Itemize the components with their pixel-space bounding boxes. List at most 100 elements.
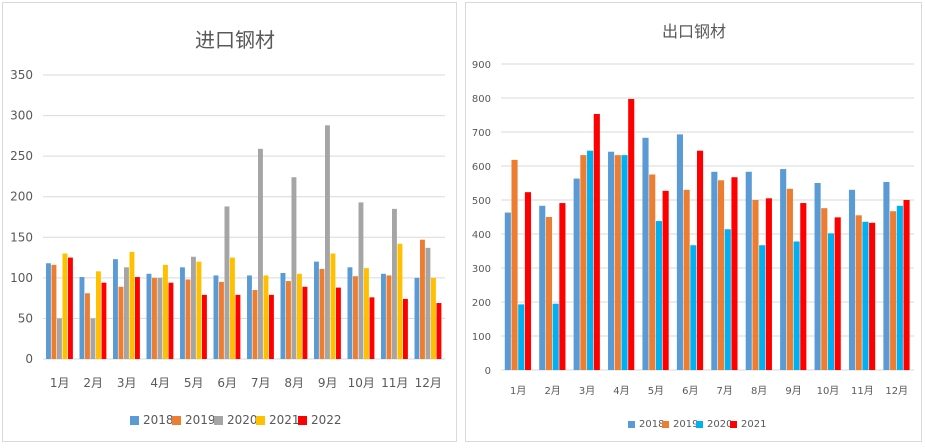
bar-2018-9 [314,261,319,359]
bar-2022-10 [369,297,375,359]
legend-swatch-2022 [298,416,307,425]
bar-2019-3 [118,286,124,359]
x-tick-label: 4月 [150,376,170,390]
bar-2020-3 [124,267,129,359]
bar-2022-8 [302,286,308,359]
bar-2019-4 [614,155,621,370]
bar-2018-11 [848,189,856,370]
bar-2019-1 [511,159,518,370]
export-steel-chart: 出口钢材 0 100 200 300 400 500 600 700 800 900 1月 2月 3月 4月… [472,22,914,430]
bar-2019-3 [580,155,587,370]
bar-2021-2 [95,271,101,359]
legend-label-2022: 2022 [311,413,342,427]
legend-label-2020: 2020 [707,419,732,430]
legend-swatch-2018 [628,421,635,428]
bar-2019-7 [717,180,725,370]
bar-2021-10 [363,268,369,359]
bar-2021-7 [263,275,269,359]
bar-2018-1 [504,212,511,370]
bar-2021-9 [800,203,807,370]
x-tick-label: 3月 [579,385,595,397]
bar-2021-7 [731,177,738,370]
bar-2018-11 [381,273,386,359]
import-steel-chart: 进口钢材 0 50 100 150 200 250 300 350 1月 2月 3月 4月 5月 6月 7月 8… [10,28,445,427]
bar-2020-2 [552,303,559,370]
bar-2018-8 [280,272,286,359]
bar-2020-8 [759,245,766,370]
import-steel-chart-panel: 进口钢材 0 50 100 150 200 250 300 350 1月 2月 3月 4月 5月 6月 7月 8… [2,2,457,442]
export-steel-chart-panel: 出口钢材 0 100 200 300 400 500 600 700 800 900 1月 2月 3月 4月… [465,2,922,442]
bar-2021-11 [869,222,876,370]
bar-2018-6 [676,134,683,370]
legend-swatch-2019 [662,421,669,428]
legend-swatch-2019 [172,416,181,425]
legend-label-2019: 2019 [185,413,216,427]
bar-2020-6 [224,206,230,359]
bar-2020-3 [587,150,594,370]
legend-label-2018: 2018 [143,413,174,427]
bar-2020-10 [827,233,835,370]
x-tick-label: 7月 [717,385,733,397]
bar-2020-8 [291,177,297,359]
bar-2020-2 [90,318,96,359]
bar-2019-5 [649,174,656,370]
x-tick-label: 1月 [510,385,526,397]
y-tick-label: 150 [10,230,33,244]
bar-2019-7 [252,290,258,359]
bar-2018-6 [213,275,219,359]
bar-2022-5 [201,294,207,359]
bar-2021-1 [62,253,68,359]
bar-2021-3 [593,113,600,370]
bar-2021-2 [559,203,566,370]
bar-2018-5 [180,267,185,359]
x-tick-label: 1月 [50,376,70,390]
bar-2018-9 [780,169,787,370]
bar-2021-9 [330,253,336,359]
bar-2019-8 [286,281,291,359]
bar-2020-5 [655,221,662,370]
legend-label-2021: 2021 [741,419,766,430]
x-tick-label: 2月 [544,385,560,397]
bar-2020-12 [425,247,431,359]
x-tick-label: 10月 [817,385,840,397]
bar-2020-1 [57,318,62,359]
y-tick-label: 100 [10,271,33,285]
bar-2018-12 [883,181,890,370]
x-tick-label: 3月 [117,376,137,390]
y-tick-label: 600 [472,162,491,173]
bars [504,99,910,371]
x-tick-label: 10月 [348,376,375,390]
bar-2019-11 [855,215,862,370]
bar-2022-1 [67,257,73,359]
bar-2018-7 [711,171,718,370]
x-tick-label: 12月 [885,385,908,397]
bar-2022-9 [335,287,341,359]
x-tick-label: 11月 [851,385,874,397]
bar-2020-5 [191,256,196,359]
bar-2018-4 [608,151,615,370]
bar-2022-6 [235,294,241,359]
chart-title: 出口钢材 [662,22,726,41]
bar-2019-10 [353,276,358,359]
bar-2020-9 [793,241,800,370]
bars [46,125,442,360]
bar-2022-12 [436,303,442,359]
y-tick-label: 700 [472,128,491,139]
bar-2022-3 [134,277,140,359]
y-tick-label: 300 [10,109,33,123]
y-tick-label: 250 [10,149,33,163]
bar-2021-5 [662,190,669,370]
y-tick-label: 350 [10,68,33,82]
bar-2020-7 [258,148,263,359]
legend-swatch-2021 [730,421,737,428]
bar-2020-10 [358,202,364,359]
bar-2021-4 [162,264,168,359]
bar-2018-3 [113,259,118,359]
y-tick-label: 500 [472,196,491,207]
y-tick-label: 100 [472,332,491,343]
bar-2018-2 [539,205,546,370]
bar-2018-2 [79,277,85,359]
bar-2020-6 [690,245,697,370]
y-tick-label: 300 [472,264,491,275]
x-tick-label: 9月 [318,376,338,390]
